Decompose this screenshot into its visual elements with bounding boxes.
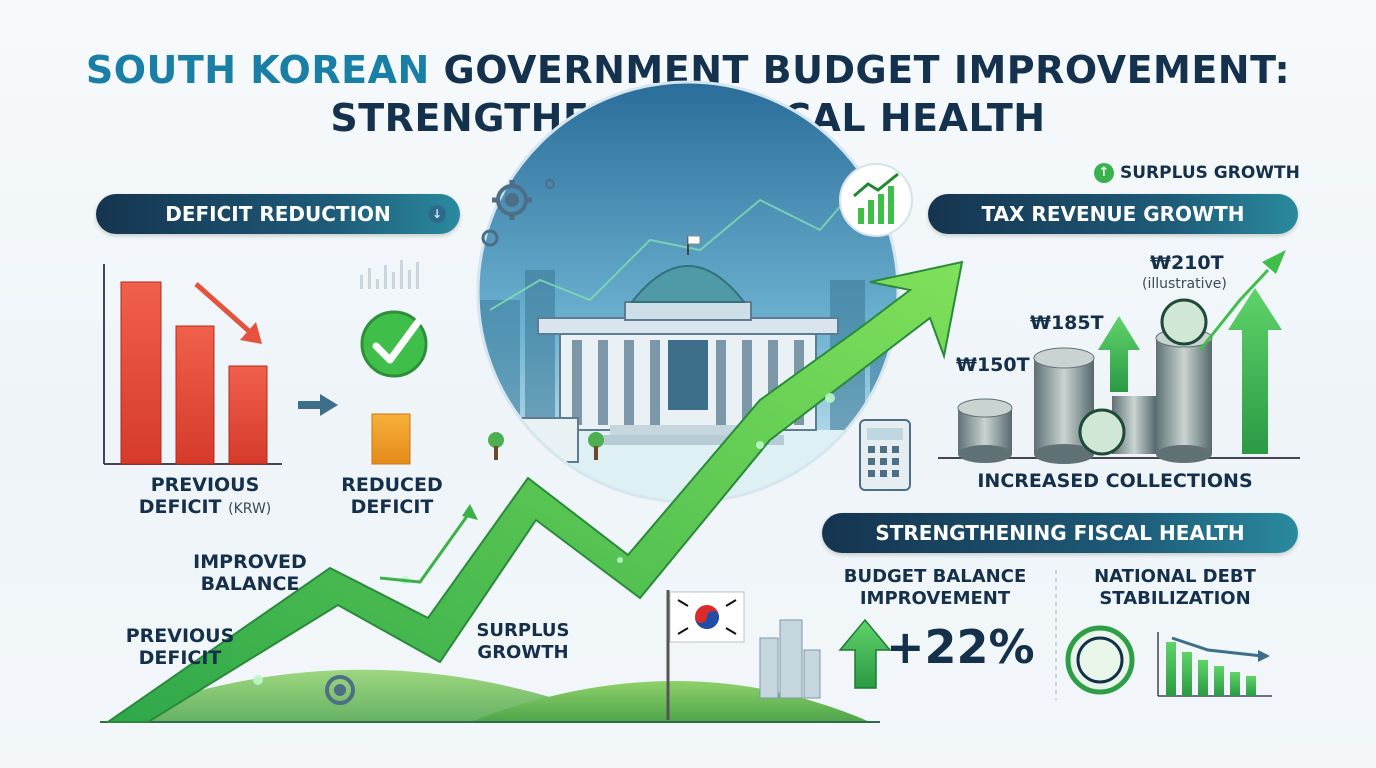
growth-chart-icon: [858, 186, 894, 224]
won-coin-icon: [1160, 298, 1208, 346]
debt-mini-bars: [1166, 642, 1256, 696]
page-title: SOUTH KOREAN GOVERNMENT BUDGET IMPROVEME…: [0, 46, 1376, 142]
tax-revenue-pill: TAX REVENUE GROWTH: [928, 194, 1298, 234]
tax-value-2: ₩185T: [1030, 312, 1104, 334]
improved-balance-label: IMPROVED BALANCE: [193, 551, 307, 595]
tax-illustrative-note: (illustrative): [1142, 276, 1227, 292]
coin-stack-3: [1155, 328, 1213, 463]
fiscal-health-pill: STRENGTHENING FISCAL HEALTH: [822, 513, 1298, 553]
national-debt-label: NATIONAL DEBT STABILIZATION: [1094, 566, 1256, 609]
reduced-deficit-bar: [371, 413, 411, 465]
title-highlight: SOUTH KOREAN: [85, 48, 430, 92]
reduced-deficit-label: REDUCED DEFICIT: [341, 474, 443, 518]
previous-deficit-bar-2: [175, 325, 215, 465]
hill-left: [105, 669, 560, 722]
surplus-growth-trend-label: SURPLUS GROWTH: [476, 620, 570, 663]
up-arrow-icon: [1228, 288, 1282, 454]
coin-stack-2: [1033, 347, 1095, 464]
surplus-growth-badge: ↑ SURPLUS GROWTH: [1094, 160, 1300, 186]
previous-deficit-bar-1: [120, 281, 162, 465]
previous-deficit-label: PREVIOUS DEFICIT (KRW): [138, 474, 272, 518]
gear-icon-bottom: [325, 675, 355, 705]
deficit-reduction-label: DEFICIT REDUCTION: [165, 202, 391, 226]
coin-stack-1: [957, 398, 1013, 463]
deficit-reduction-pill: DEFICIT REDUCTION ↓: [96, 194, 460, 234]
previous-deficit-bar-3: [228, 365, 268, 465]
tax-value-1: ₩150T: [956, 354, 1030, 376]
down-arrow-icon: ↓: [428, 205, 446, 223]
down-trend-arrow: [240, 322, 262, 344]
increased-collections-label: INCREASED COLLECTIONS: [977, 470, 1253, 492]
title-main: GOVERNMENT BUDGET IMPROVEMENT:: [443, 48, 1291, 92]
budget-balance-label: BUDGET BALANCE IMPROVEMENT: [843, 566, 1027, 609]
previous-deficit-trend-label: PREVIOUS DEFICIT: [125, 625, 235, 669]
budget-improvement-percent: +22%: [886, 620, 1035, 674]
growth-arrow: [104, 260, 964, 723]
tax-value-3: ₩210T: [1150, 252, 1224, 274]
up-arrow-circle-icon: ↑: [1094, 163, 1114, 183]
increase-arrow-icon: [838, 618, 892, 689]
